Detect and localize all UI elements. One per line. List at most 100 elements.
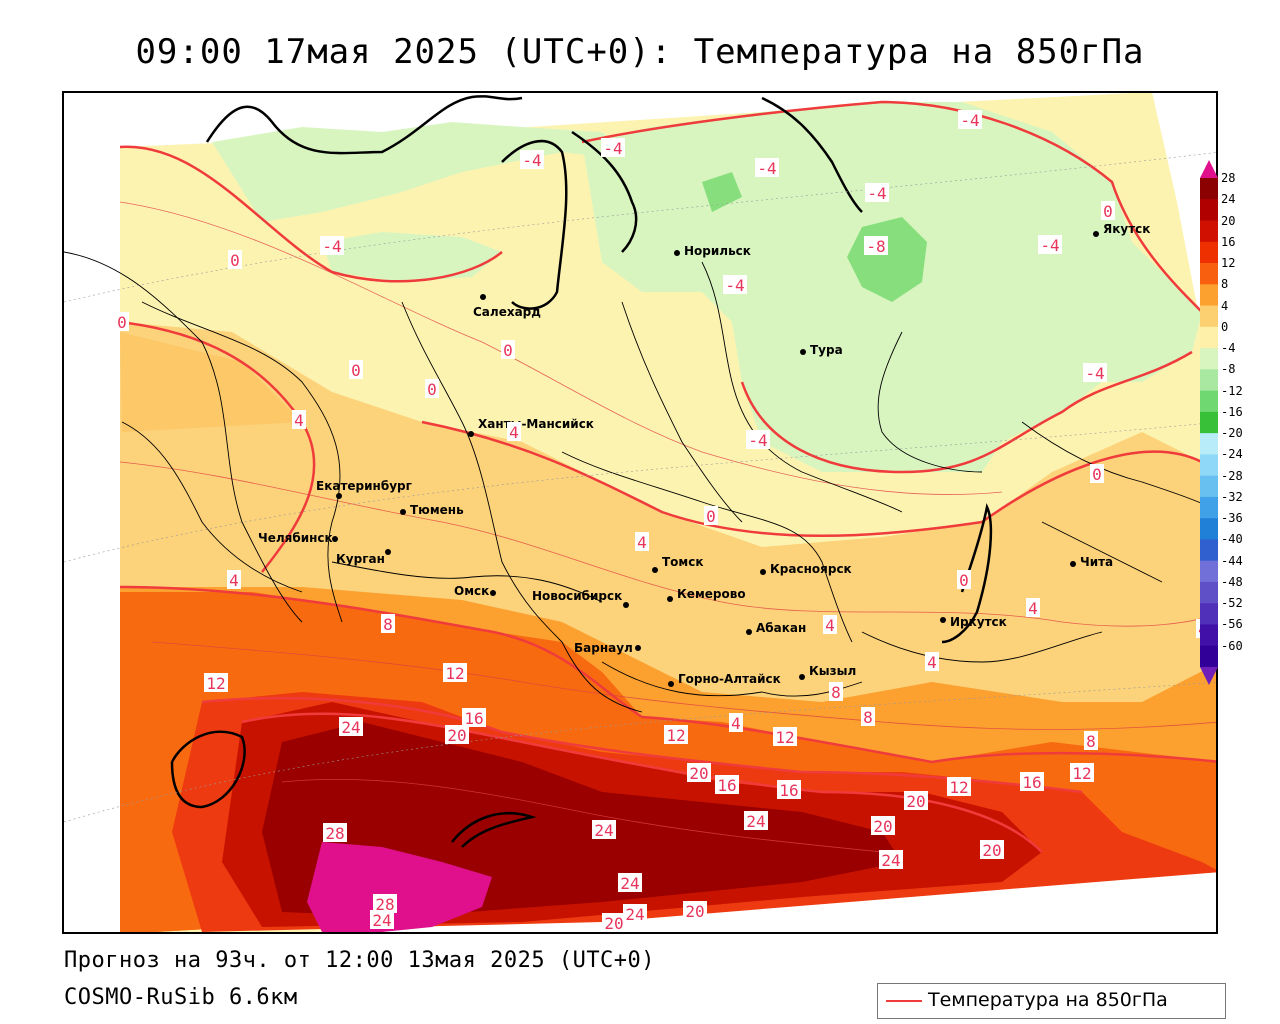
isoline-label: 16	[464, 709, 483, 728]
isoline-label-bg	[755, 158, 779, 177]
colorbar-tick-label: 20	[1221, 213, 1236, 228]
isoline-label: 20	[906, 792, 925, 811]
isoline-label: 4	[637, 533, 647, 552]
isoline-label: 8	[831, 683, 841, 702]
colorbar-segment	[1200, 581, 1218, 604]
isoline-label-bg	[445, 725, 469, 744]
isoline-label: 12	[949, 778, 968, 797]
isoline-label: 0	[351, 361, 361, 380]
city-khanty-mansiysk: Ханты-Мансийск	[478, 417, 594, 431]
isoline-label-bg	[925, 652, 939, 671]
isoline-label: 12	[1072, 764, 1091, 783]
isoline-label-bg	[425, 379, 439, 398]
isoline-label-bg	[683, 901, 707, 920]
isoline-label-bg	[462, 708, 486, 727]
colorbar-tick-label: 24	[1221, 192, 1236, 207]
city-kyzyl: Кызыл	[809, 664, 856, 678]
city-norilsk: Норильск	[684, 244, 751, 258]
colorbar-segment	[1200, 475, 1218, 498]
isoline-label-bg	[715, 775, 739, 794]
colorbar-segment	[1200, 369, 1218, 392]
isoline-label: 28	[325, 824, 344, 843]
city-ekaterinburg: Екатеринбург	[316, 479, 412, 493]
isoline-label-bg	[1083, 363, 1107, 382]
colorbar-tick-label: -32	[1221, 489, 1243, 504]
colorbar-segment	[1200, 263, 1218, 285]
colorbar-segment	[1200, 411, 1218, 434]
map-title: 09:00 17мая 2025 (UTC+0): Температура на…	[135, 32, 1145, 72]
isoline-label: 8	[863, 708, 873, 727]
colorbar-tick-label: -44	[1221, 553, 1243, 568]
colorbar-tick-label: 12	[1221, 256, 1236, 271]
isoline-label-bg	[501, 340, 515, 359]
isoline-label-bg	[592, 820, 616, 839]
forecast-info: Прогноз на 93ч. от 12:00 13мая 2025 (UTC…	[64, 948, 656, 973]
isoline-label-bg	[373, 894, 397, 913]
isoline-label: -8	[866, 237, 885, 256]
isoline-label-bg	[349, 360, 363, 379]
isoline-label-bg	[1070, 763, 1094, 782]
isoline-label-bg	[947, 777, 971, 796]
isoline-label-bg	[744, 811, 768, 830]
isoline-label-bg	[339, 717, 363, 736]
colorbar-segment	[1200, 199, 1218, 222]
isoline-label-bg	[1038, 235, 1062, 254]
isoline-label-bg	[957, 570, 971, 589]
isoline-label-bg	[729, 713, 743, 732]
colorbar-bottom-arrow	[1200, 667, 1218, 685]
colorbar-tick-label: -4	[1221, 341, 1236, 356]
isoline-label-bg	[443, 663, 467, 682]
colorbar-segment	[1200, 496, 1218, 519]
city-abakan: Абакан	[756, 621, 806, 635]
colorbar-segment	[1200, 645, 1218, 668]
colorbar-tick-label: 8	[1221, 277, 1229, 292]
isoline-label: 24	[620, 874, 639, 893]
colorbar-tick-label: 4	[1221, 298, 1229, 313]
isoline-label-bg	[370, 910, 394, 929]
isoline-label: 20	[873, 817, 892, 836]
colorbar-segment	[1200, 454, 1218, 477]
isoline-label: 12	[775, 728, 794, 747]
isoline-label: 0	[427, 380, 437, 399]
colorbar-tick-label: -28	[1221, 468, 1243, 483]
city-kurgan: Курган	[336, 552, 385, 566]
colorbar-segment	[1200, 603, 1218, 625]
colorbar-segment	[1200, 624, 1218, 647]
city-tura: Тура	[810, 343, 843, 357]
legend-line-swatch	[886, 1000, 922, 1002]
isoline-label: 0	[1103, 202, 1113, 221]
isoline-label: 20	[604, 914, 623, 933]
isoline-label: -4	[522, 151, 541, 170]
isoline-label: 20	[982, 841, 1001, 860]
isoline-label-bg	[227, 570, 241, 589]
isoline-label: -4	[725, 276, 744, 295]
isoline-label: 20	[685, 902, 704, 921]
isoline-label: 20	[689, 764, 708, 783]
isoline-label-bg	[980, 840, 1004, 859]
isoline-label-bg	[823, 615, 837, 634]
isoline-label: 0	[230, 251, 240, 270]
city-chelyabinsk: Челябинск	[258, 531, 333, 545]
isoline-label-bg	[601, 138, 625, 157]
colorbar-tick-label: -16	[1221, 404, 1243, 419]
colorbar-segment	[1200, 433, 1218, 455]
isoline-label-bg	[865, 183, 889, 202]
isoline-label: 12	[206, 674, 225, 693]
isoline-label-bg	[958, 110, 982, 129]
colorbar-segment	[1200, 178, 1218, 200]
isoline-label: 4	[825, 616, 835, 635]
city-tomsk: Томск	[662, 555, 704, 569]
isoline-label: -4	[960, 111, 979, 130]
colorbar-tick-label: -36	[1221, 511, 1243, 526]
colorbar-segment	[1200, 518, 1218, 540]
city-barnaul: Барнаул	[574, 641, 633, 655]
colorbar-segment	[1200, 241, 1218, 264]
colorbar	[1200, 160, 1218, 685]
isoline-label: 0	[1092, 465, 1102, 484]
isoline-label: 4	[731, 714, 741, 733]
colorbar-tick-label: -52	[1221, 596, 1243, 611]
isoline-label: 24	[746, 812, 765, 831]
colorbar-tick-label: -12	[1221, 383, 1243, 398]
isoline-label: 16	[779, 781, 798, 800]
legend: Температура на 850гПа	[877, 983, 1226, 1019]
